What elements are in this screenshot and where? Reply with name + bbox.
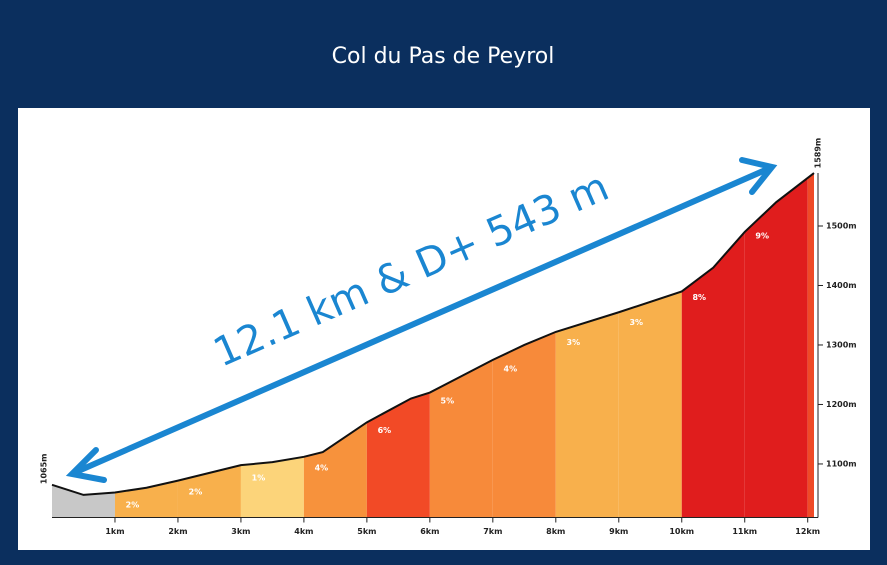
x-tick-label: 9km (609, 527, 628, 536)
elevation-line (51, 172, 815, 496)
x-tick-label: 4km (294, 527, 313, 536)
grade-label: 4% (315, 464, 329, 473)
grade-segment (303, 422, 367, 518)
summit-elevation: 1589m (814, 138, 823, 169)
grade-segment (52, 484, 115, 518)
x-tick-label: 12km (795, 527, 820, 536)
grade-segment (681, 231, 745, 518)
arrow-head-right (739, 157, 778, 195)
grade-segment (492, 331, 556, 518)
grade-label: 4% (504, 364, 518, 373)
x-tick-label: 2km (168, 527, 187, 536)
grade-segment (555, 312, 619, 518)
y-tick-label: 1100m (826, 459, 857, 468)
arrow-head-left (65, 447, 107, 483)
grade-segment (240, 456, 304, 518)
arrow-shaft (73, 165, 773, 475)
x-tick-label: 6km (420, 527, 439, 536)
x-tick-label: 8km (546, 527, 565, 536)
grade-segment (114, 480, 178, 518)
grade-segment (744, 177, 808, 518)
grade-label: 6% (378, 426, 392, 435)
grade-segment (807, 173, 814, 518)
grade-label: 5% (441, 397, 455, 406)
y-tick-label: 1300m (826, 340, 857, 349)
start-elevation: 1065m (40, 453, 49, 484)
x-tick-label: 7km (483, 527, 502, 536)
grade-segment (366, 392, 430, 518)
y-tick-label: 1500m (826, 221, 857, 230)
grade-segment (177, 465, 241, 518)
grade-segment (429, 359, 493, 518)
grade-label: 3% (629, 318, 643, 327)
y-tick-label: 1400m (826, 281, 857, 290)
x-tick-label: 1km (105, 527, 124, 536)
grade-label: 2% (189, 487, 203, 496)
x-tick-label: 10km (669, 527, 694, 536)
grade-segment (618, 291, 682, 518)
grade-label: 1% (252, 474, 266, 483)
y-tick-label: 1200m (826, 400, 857, 409)
x-tick-label: 3km (231, 527, 250, 536)
x-tick-label: 11km (732, 527, 757, 536)
grade-label: 2% (126, 500, 140, 509)
grade-label: 3% (567, 338, 581, 347)
grade-label: 9% (755, 231, 769, 240)
annotation-arrow (65, 157, 778, 483)
chart-title: Col du Pas de Peyrol (332, 44, 555, 69)
x-tick-label: 5km (357, 527, 376, 536)
grade-label: 8% (692, 293, 706, 302)
plot: 2% 2% 1% 4% 6% 5% 4% 3% 3% 8% 9% 1km 2km 3km 4km 5km 6km… (40, 138, 857, 536)
